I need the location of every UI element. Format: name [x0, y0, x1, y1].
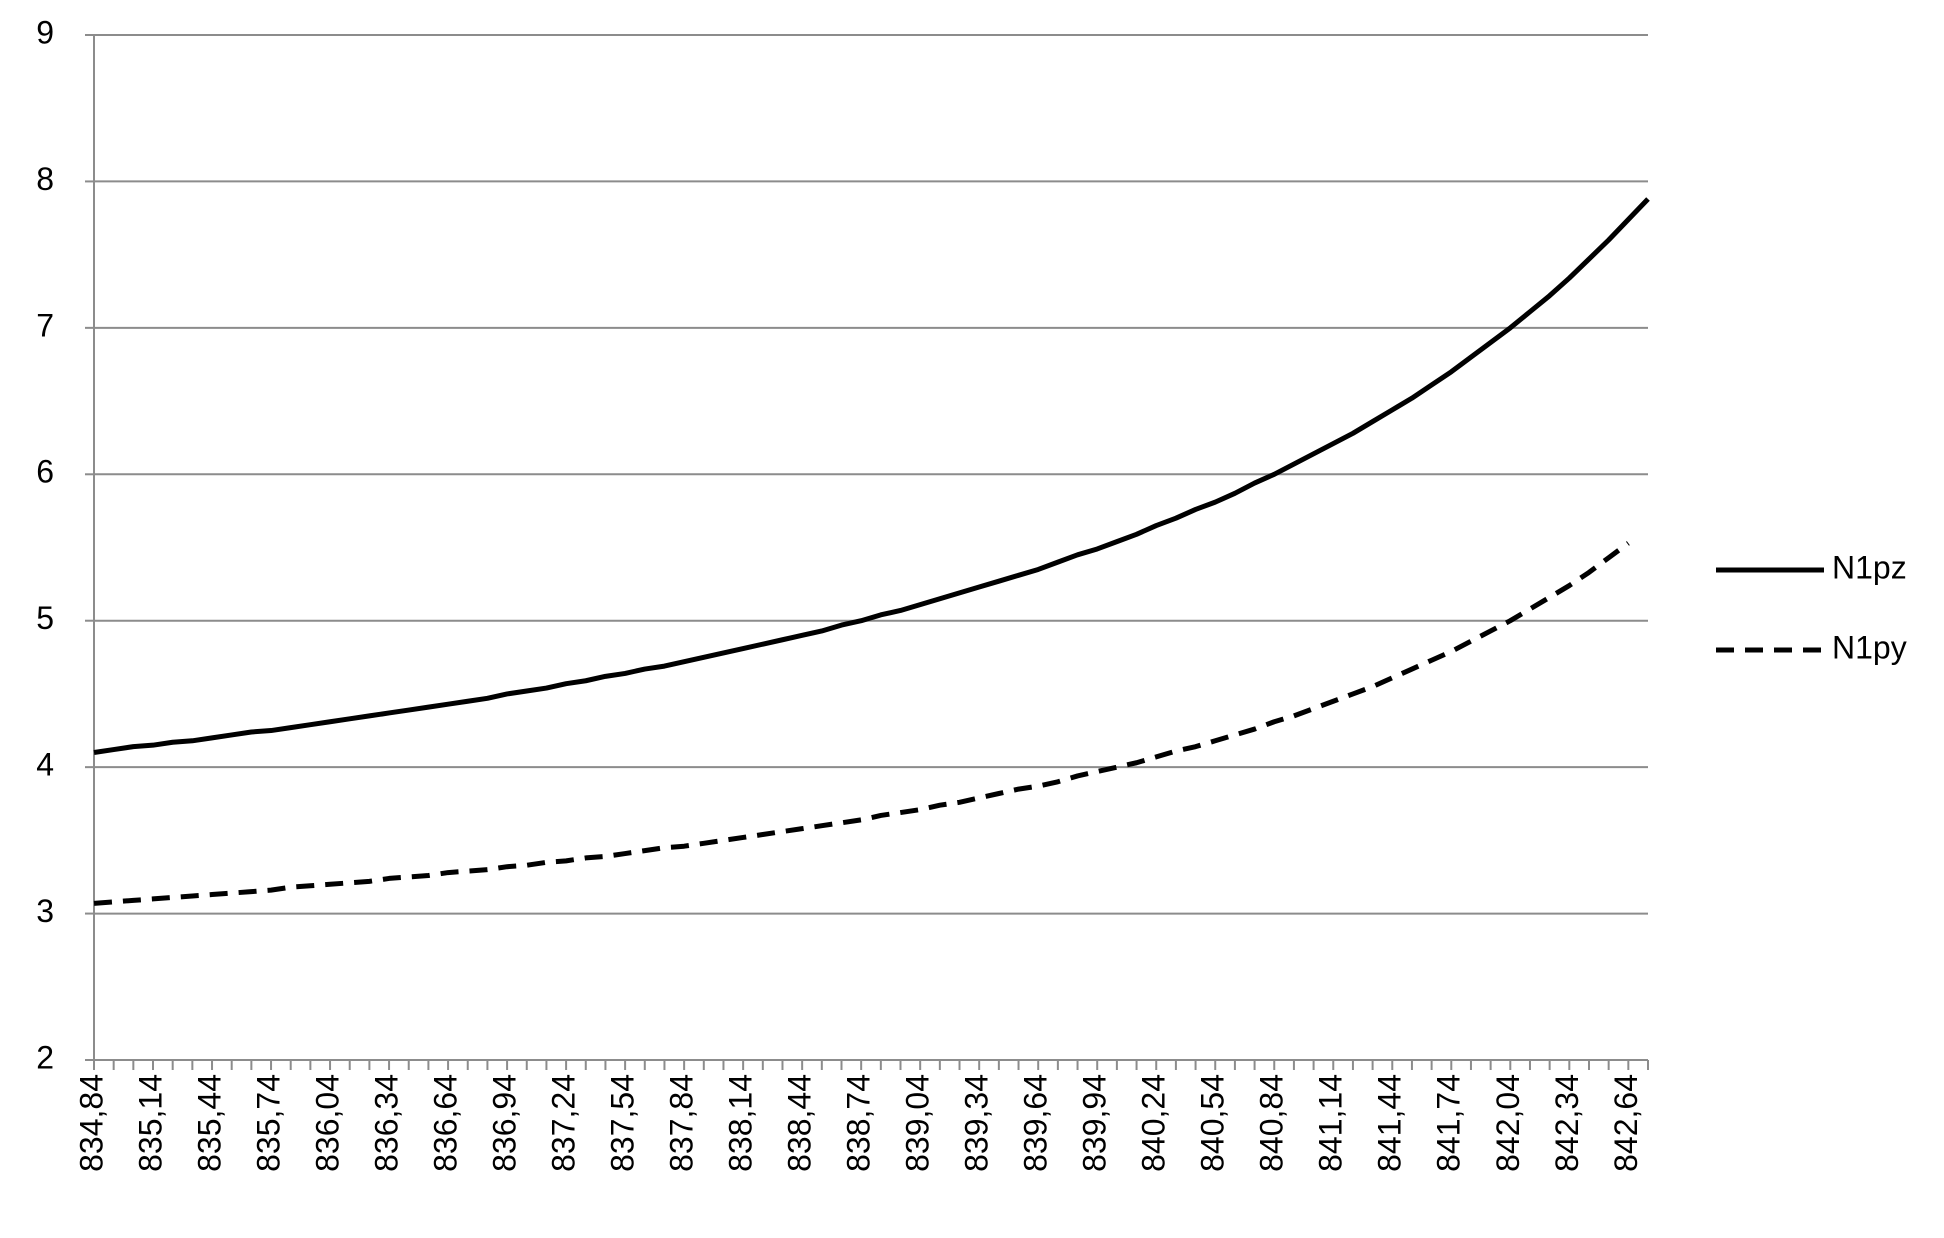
y-tick-label: 8 [36, 161, 54, 197]
x-tick-label: 837,54 [605, 1074, 641, 1172]
x-tick-label: 841,14 [1313, 1074, 1349, 1172]
y-tick-label: 4 [36, 747, 54, 783]
x-tick-label: 836,34 [369, 1074, 405, 1172]
y-tick-label: 7 [36, 307, 54, 343]
y-tick-label: 2 [36, 1039, 54, 1075]
y-tick-label: 5 [36, 600, 54, 636]
x-tick-label: 835,44 [191, 1074, 227, 1172]
x-tick-label: 838,44 [782, 1074, 818, 1172]
x-tick-label: 840,54 [1195, 1074, 1231, 1172]
x-tick-label: 841,74 [1431, 1074, 1467, 1172]
y-tick-label: 6 [36, 454, 54, 490]
x-tick-label: 835,14 [132, 1074, 168, 1172]
data-line [93, 197, 1650, 755]
x-tick-label: 834,84 [73, 1074, 109, 1172]
x-tick-label: 837,24 [546, 1074, 582, 1172]
x-tick-label: 837,84 [664, 1074, 700, 1172]
x-tick-label: 838,14 [723, 1074, 759, 1172]
x-tick-label: 836,04 [310, 1074, 346, 1172]
x-tick-label: 842,34 [1549, 1074, 1585, 1172]
x-tick-label: 839,64 [1018, 1074, 1054, 1172]
y-tick-label: 3 [36, 893, 54, 929]
x-tick-label: 839,04 [900, 1074, 936, 1172]
x-tick-label: 842,04 [1490, 1074, 1526, 1172]
x-tick-label: 839,34 [959, 1074, 995, 1172]
legend-label: N1py [1832, 629, 1907, 665]
x-tick-label: 841,44 [1372, 1074, 1408, 1172]
x-tick-label: 840,84 [1254, 1074, 1290, 1172]
x-tick-label: 836,64 [428, 1074, 464, 1172]
legend-label: N1pz [1832, 549, 1907, 585]
x-tick-label: 838,74 [841, 1074, 877, 1172]
x-tick-label: 842,64 [1608, 1074, 1644, 1172]
y-tick-label: 9 [36, 14, 54, 50]
x-tick-label: 839,94 [1077, 1074, 1113, 1172]
x-tick-label: 840,24 [1136, 1074, 1172, 1172]
x-tick-label: 835,74 [250, 1074, 286, 1172]
x-tick-label: 836,94 [487, 1074, 523, 1172]
